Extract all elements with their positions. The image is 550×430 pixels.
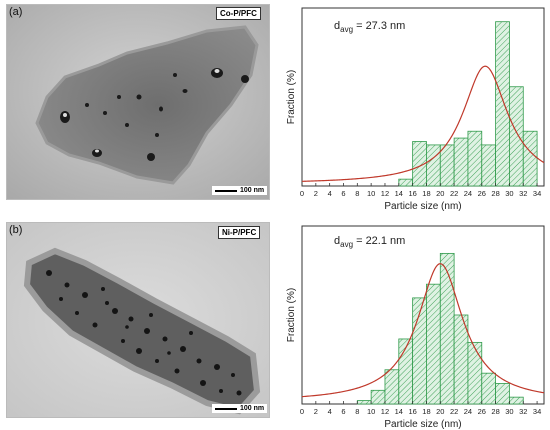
scale-bar-a: 100 nm: [212, 186, 268, 195]
scale-bar-line: [215, 189, 237, 192]
x-tick-label: 6: [341, 189, 345, 198]
histogram-bar: [439, 252, 455, 405]
fit-curve: [301, 65, 545, 182]
histogram-bar: [467, 130, 483, 187]
scale-bar-b: 100 nm: [212, 404, 268, 413]
x-tick-label: 26: [478, 407, 486, 416]
y-axis-label: Fraction (%): [286, 288, 297, 342]
x-tick-label: 8: [355, 407, 359, 416]
x-tick-label: 10: [367, 189, 375, 198]
davg-subscript: avg: [340, 25, 354, 35]
x-tick-label: 10: [367, 407, 375, 416]
histogram-bar: [467, 341, 483, 405]
davg-value: = 22.1 nm: [353, 235, 406, 247]
histogram-a-svg: 0 2 4 6 8 10 12 14 16 18 20 22 24 26 28 30 32 34Particle …: [286, 7, 545, 212]
histogram-b: 0 2 4 6 8 10 12 14 16 18 20 22 24 26 28 30 32 34 Particle …: [280, 218, 548, 430]
x-tick-label: 28: [491, 189, 499, 198]
x-tick-label: 2: [314, 189, 318, 198]
davg-prefix: d: [334, 235, 341, 247]
histogram-bar: [384, 369, 400, 405]
x-tick-label: 14: [395, 189, 403, 198]
davg-subscript: avg: [340, 240, 354, 250]
histogram-bar: [398, 178, 414, 187]
histogram-bar: [370, 389, 386, 405]
x-tick-label: 24: [464, 407, 472, 416]
x-tick-label: 12: [381, 407, 389, 416]
x-tick-label: 6: [341, 407, 345, 416]
x-tick-label: 34: [533, 189, 541, 198]
x-tick-label: 14: [395, 407, 403, 416]
histogram-bar: [426, 144, 441, 187]
x-tick-label: 0: [300, 407, 304, 416]
x-tick-label: 20: [436, 407, 444, 416]
x-tick-label: 18: [422, 189, 430, 198]
tem-image-a: [6, 4, 270, 200]
davg-value: = 27.3 nm: [353, 20, 406, 32]
x-axis-label: Particle size (nm): [384, 419, 461, 430]
x-tick-label: 30: [505, 407, 513, 416]
scale-bar-text: 100 nm: [240, 187, 265, 194]
histogram-bar: [509, 396, 524, 405]
x-tick-label: 8: [355, 189, 359, 198]
histogram-bar: [495, 21, 510, 187]
histogram-bar: [439, 144, 455, 187]
x-tick-label: 22: [450, 189, 458, 198]
histogram-bar: [356, 400, 372, 405]
tem-micrograph-b: [7, 223, 269, 417]
tem-image-b: [6, 222, 270, 418]
x-tick-label: 20: [436, 189, 444, 198]
histogram-bar: [453, 137, 469, 187]
histogram-a: 0 2 4 6 8 10 12 14 16 18 20 22 24 26 28 30 32 34 Particle …: [280, 0, 548, 212]
fit-curve: [301, 263, 545, 398]
sample-label-a: Co-P/PFC: [216, 7, 261, 20]
histogram-bar: [481, 372, 496, 405]
x-tick-label: 34: [533, 407, 541, 416]
x-tick-label: 26: [478, 189, 486, 198]
x-axis-label: Particle size (nm): [384, 201, 461, 212]
x-tick-label: 18: [422, 407, 430, 416]
x-tick-label: 16: [408, 407, 416, 416]
scale-bar-line: [215, 407, 237, 410]
davg-prefix: d: [334, 20, 341, 32]
x-tick-label: 32: [519, 407, 527, 416]
sample-label-b: Ni-P/PFC: [218, 226, 261, 239]
histogram-bar: [495, 383, 510, 405]
tem-micrograph-a: [7, 5, 269, 199]
panel-label-a: (a): [9, 6, 23, 18]
x-tick-label: 24: [464, 189, 472, 198]
x-tick-label: 2: [314, 407, 318, 416]
scale-bar-text: 100 nm: [240, 405, 265, 412]
x-tick-label: 4: [328, 407, 332, 416]
x-tick-label: 16: [408, 189, 416, 198]
x-tick-label: 30: [505, 189, 513, 198]
x-tick-label: 28: [491, 407, 499, 416]
davg-annotation-b: davg = 22.1 nm: [334, 235, 405, 249]
x-tick-label: 0: [300, 189, 304, 198]
x-tick-label: 12: [381, 189, 389, 198]
x-tick-label: 4: [328, 189, 332, 198]
histogram-bar: [481, 144, 496, 187]
panel-label-b: (b): [9, 224, 23, 236]
y-axis-label: Fraction (%): [286, 70, 297, 124]
x-tick-label: 32: [519, 189, 527, 198]
histogram-bar: [522, 130, 538, 187]
histogram-b-svg: 0 2 4 6 8 10 12 14 16 18 20 22 24 26 28 30 32 34Particle …: [286, 225, 545, 430]
davg-annotation-a: davg = 27.3 nm: [334, 20, 405, 34]
histogram-bar: [509, 86, 524, 187]
x-tick-label: 22: [450, 407, 458, 416]
histogram-bar: [426, 283, 441, 405]
